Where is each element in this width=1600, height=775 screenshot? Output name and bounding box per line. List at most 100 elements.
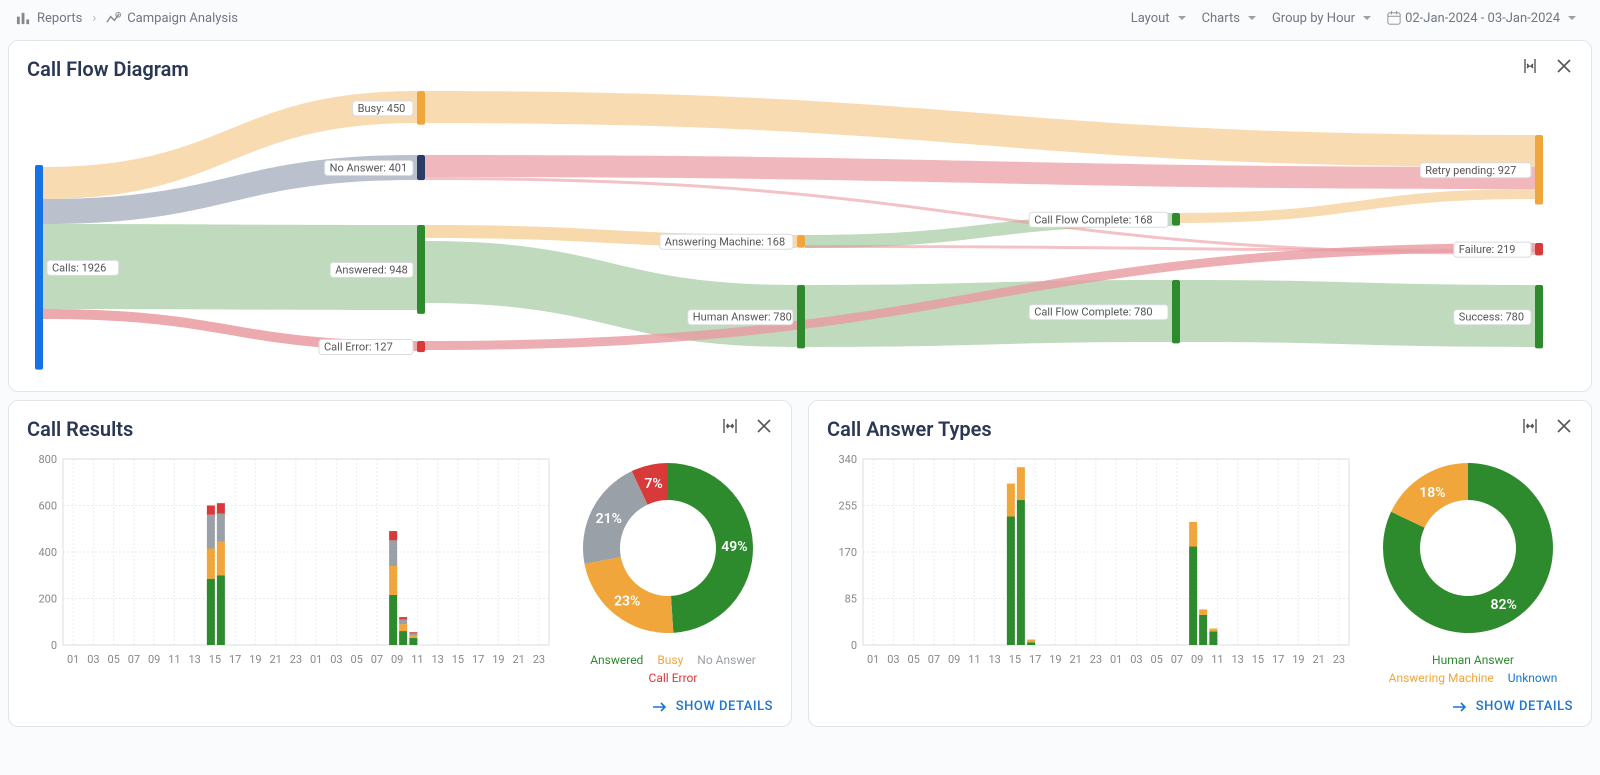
svg-text:23: 23 (533, 653, 545, 666)
svg-text:01: 01 (1110, 653, 1122, 666)
svg-text:21: 21 (269, 653, 281, 666)
close-icon[interactable] (755, 417, 773, 435)
breadcrumb-reports[interactable]: Reports (16, 11, 82, 26)
svg-text:21: 21 (1312, 653, 1324, 666)
svg-text:Call Flow Complete: 168: Call Flow Complete: 168 (1034, 213, 1152, 226)
svg-text:Human Answer: 780: Human Answer: 780 (693, 311, 792, 324)
svg-text:7%: 7% (644, 476, 662, 492)
svg-text:340: 340 (838, 453, 857, 466)
svg-text:13: 13 (431, 653, 443, 666)
svg-text:23%: 23% (614, 594, 640, 610)
svg-text:07: 07 (1171, 653, 1183, 666)
svg-text:Calls: 1926: Calls: 1926 (52, 261, 106, 274)
svg-text:400: 400 (38, 546, 57, 559)
call-results-donut: 49% 23% 21% 7% (573, 453, 763, 643)
arrow-right-icon (652, 700, 668, 714)
svg-text:07: 07 (928, 653, 940, 666)
close-icon[interactable] (1555, 417, 1573, 435)
svg-text:17: 17 (229, 653, 241, 666)
panel-title: Call Answer Types (827, 417, 1573, 441)
charts-dropdown[interactable]: Charts (1194, 7, 1264, 30)
svg-text:03: 03 (1130, 653, 1142, 666)
svg-text:05: 05 (350, 653, 362, 666)
svg-text:05: 05 (107, 653, 119, 666)
answer-types-panel: Call Answer Types 0 85 170 255 340 01 03 05 07 09… (808, 400, 1592, 727)
svg-text:Busy: 450: Busy: 450 (358, 102, 406, 115)
svg-text:0: 0 (851, 639, 857, 652)
answer-types-donut: 82%18% (1373, 453, 1563, 643)
svg-text:21: 21 (1069, 653, 1081, 666)
answer-types-legend: Human AnswerAnswering MachineUnknown (1373, 653, 1573, 685)
panel-title: Call Flow Diagram (27, 57, 1573, 81)
svg-text:15: 15 (1252, 653, 1264, 666)
svg-text:170: 170 (838, 546, 857, 559)
svg-text:01: 01 (67, 653, 79, 666)
call-flow-panel: Call Flow Diagram Calls: 1926 Busy: 450 No… (8, 40, 1592, 392)
breadcrumb-separator: › (92, 11, 96, 26)
svg-text:49%: 49% (721, 539, 747, 555)
expand-icon[interactable] (1521, 417, 1539, 435)
svg-text:11: 11 (1211, 653, 1223, 666)
svg-text:03: 03 (887, 653, 899, 666)
svg-text:17: 17 (1029, 653, 1041, 666)
svg-text:03: 03 (330, 653, 342, 666)
svg-text:07: 07 (128, 653, 140, 666)
svg-text:09: 09 (1191, 653, 1203, 666)
svg-text:19: 19 (492, 653, 504, 666)
svg-text:19: 19 (1292, 653, 1304, 666)
svg-text:11: 11 (411, 653, 423, 666)
svg-text:15: 15 (209, 653, 221, 666)
svg-text:21%: 21% (596, 511, 622, 527)
svg-text:Answered: 948: Answered: 948 (335, 263, 408, 276)
answer-types-bar-chart: 0 85 170 255 340 01 03 05 07 09 11 13 15 17 19 21 23 01 03… (827, 453, 1355, 673)
call-results-bar-chart: 0200400600800010305070911131517192123010… (27, 453, 555, 673)
svg-text:23: 23 (290, 653, 302, 666)
svg-text:07: 07 (371, 653, 383, 666)
svg-text:No Answer: 401: No Answer: 401 (330, 162, 408, 175)
svg-text:255: 255 (838, 500, 857, 513)
svg-text:03: 03 (87, 653, 99, 666)
svg-text:15: 15 (452, 653, 464, 666)
bar-chart-icon (16, 11, 31, 26)
daterange-picker[interactable]: 02-Jan-2024 - 03-Jan-2024 (1379, 7, 1584, 30)
show-details-button[interactable]: SHOW DETAILS (827, 699, 1573, 714)
svg-text:Call Error: 127: Call Error: 127 (324, 341, 393, 354)
svg-text:15: 15 (1009, 653, 1021, 666)
svg-text:01: 01 (867, 653, 879, 666)
svg-text:200: 200 (38, 593, 57, 606)
svg-text:17: 17 (1272, 653, 1284, 666)
svg-text:82%: 82% (1490, 597, 1516, 613)
svg-text:85: 85 (845, 593, 857, 606)
svg-text:Answering Machine: 168: Answering Machine: 168 (665, 235, 785, 248)
top-bar: Reports › Campaign Analysis Layout Chart… (0, 0, 1600, 36)
call-results-legend: AnsweredBusyNo AnswerCall Error (573, 653, 773, 685)
arrow-right-icon (1452, 700, 1468, 714)
svg-text:11: 11 (968, 653, 980, 666)
svg-text:05: 05 (1150, 653, 1162, 666)
show-details-button[interactable]: SHOW DETAILS (27, 699, 773, 714)
breadcrumb-page[interactable]: Campaign Analysis (106, 11, 238, 26)
calendar-icon (1387, 11, 1401, 25)
svg-text:19: 19 (1049, 653, 1061, 666)
svg-text:09: 09 (391, 653, 403, 666)
svg-text:19: 19 (249, 653, 261, 666)
svg-text:13: 13 (988, 653, 1000, 666)
svg-text:Call Flow Complete: 780: Call Flow Complete: 780 (1034, 306, 1152, 319)
svg-text:600: 600 (38, 500, 57, 513)
svg-text:23: 23 (1333, 653, 1345, 666)
panel-title: Call Results (27, 417, 773, 441)
groupby-dropdown[interactable]: Group by Hour (1264, 7, 1379, 30)
expand-icon[interactable] (721, 417, 739, 435)
layout-dropdown[interactable]: Layout (1123, 7, 1194, 30)
svg-text:11: 11 (168, 653, 180, 666)
svg-text:09: 09 (148, 653, 160, 666)
svg-text:23: 23 (1090, 653, 1102, 666)
call-results-panel: Call Results 020040060080001030507091113… (8, 400, 792, 727)
svg-text:0: 0 (51, 639, 57, 652)
svg-text:05: 05 (907, 653, 919, 666)
breadcrumb-root: Reports (37, 11, 82, 26)
svg-text:21: 21 (512, 653, 524, 666)
close-icon[interactable] (1555, 57, 1573, 75)
svg-text:09: 09 (948, 653, 960, 666)
collapse-icon[interactable] (1521, 57, 1539, 75)
